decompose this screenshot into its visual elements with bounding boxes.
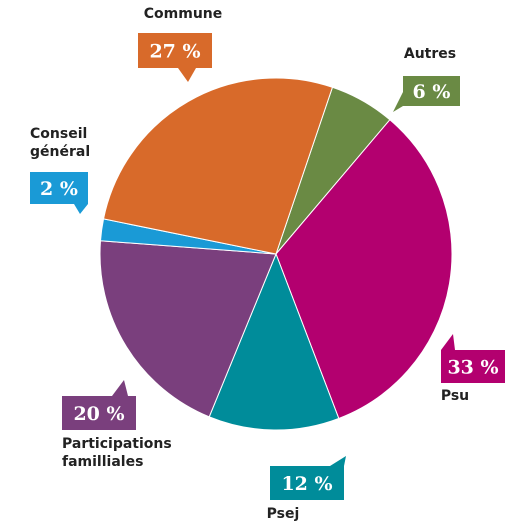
category-label: Commune: [144, 6, 223, 22]
category-label: Conseil général: [30, 126, 92, 160]
value-label: 27 %: [149, 41, 200, 63]
pie-slice: [208, 252, 340, 431]
pie-slice: [275, 119, 453, 420]
label-line: général: [30, 144, 90, 160]
value-label: 12 %: [281, 473, 332, 495]
category-label: Psej: [267, 506, 300, 522]
value-label: 20 %: [73, 403, 124, 425]
label-line: Participations: [62, 436, 177, 452]
category-label: Psu: [441, 388, 469, 404]
callout-box: [270, 466, 344, 500]
callout-box: [441, 350, 505, 383]
callout-pointer: [74, 204, 88, 214]
pie-slice: [99, 240, 277, 418]
callout-pointer: [330, 456, 346, 466]
callout-pointer: [441, 334, 455, 350]
category-label: Autres: [404, 46, 456, 62]
pie-slice: [102, 77, 334, 255]
callout-pointer: [112, 380, 128, 396]
callout-box: [403, 76, 460, 106]
category-label: Participations familliales: [62, 436, 177, 470]
label-line: Conseil: [30, 126, 92, 142]
callout-pointer: [393, 92, 403, 112]
label-line: familliales: [62, 454, 143, 470]
callout-pointer: [178, 68, 196, 82]
callout-box: [62, 396, 136, 430]
value-label: 33 %: [447, 357, 498, 379]
value-label: 2 %: [40, 178, 78, 200]
value-label: 6 %: [413, 81, 451, 103]
callout-box: [30, 172, 88, 204]
callout-box: [138, 33, 212, 68]
